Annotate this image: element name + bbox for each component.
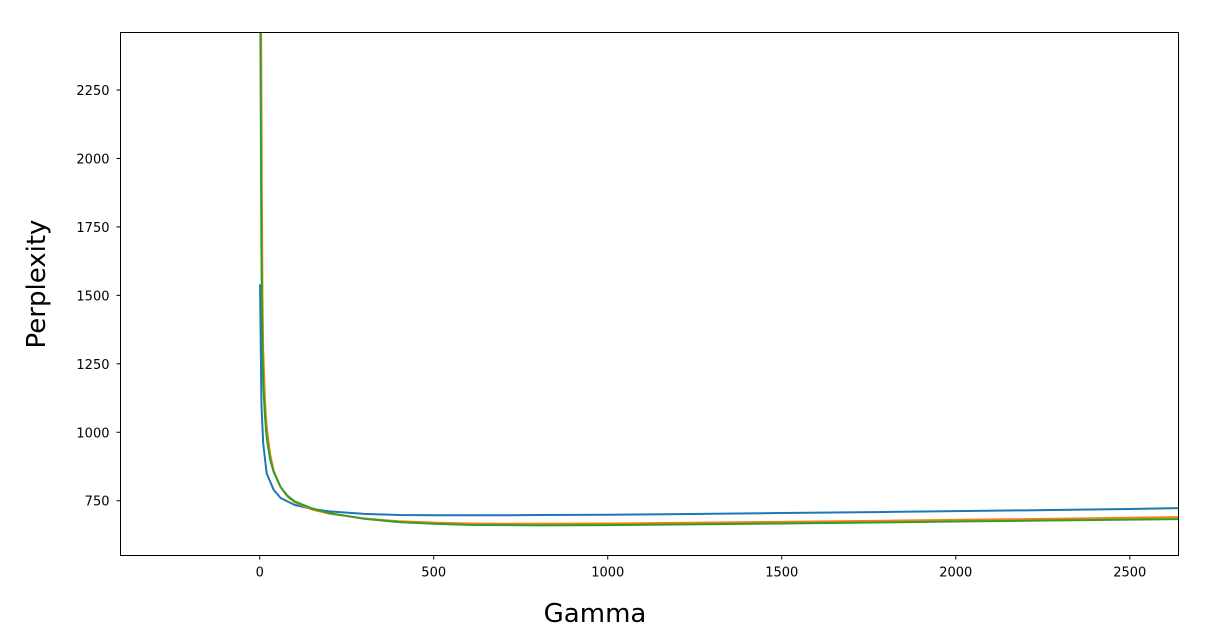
x-tick-label: 2000 [939,566,972,581]
plot-frame [120,32,1179,556]
y-tick-label: 1250 [76,358,109,373]
x-tick-label: 1500 [765,566,798,581]
y-tick-label: 2250 [76,84,109,99]
y-tick-label: 1500 [76,289,109,304]
series-line-3 [259,32,1179,527]
x-tick-label: 0 [256,566,264,581]
y-tick-label: 2000 [76,152,109,167]
x-axis-title: Gamma [544,599,647,629]
y-tick-label: 750 [85,495,110,510]
y-tick-label: 1000 [76,426,109,441]
x-tick-label: 2500 [1113,566,1146,581]
y-tick-label: 1750 [76,221,109,236]
series-layer [259,32,1179,527]
series-line-1 [259,284,1179,517]
x-tick-label: 1000 [591,566,624,581]
x-tick-label: 500 [421,566,446,581]
y-axis-ticks: 750 1000 1250 1500 1750 2000 2250 [76,84,121,510]
x-axis-ticks: 0 500 1000 1500 2000 2500 [256,555,1146,581]
y-axis-title: Perplexity [22,220,52,349]
